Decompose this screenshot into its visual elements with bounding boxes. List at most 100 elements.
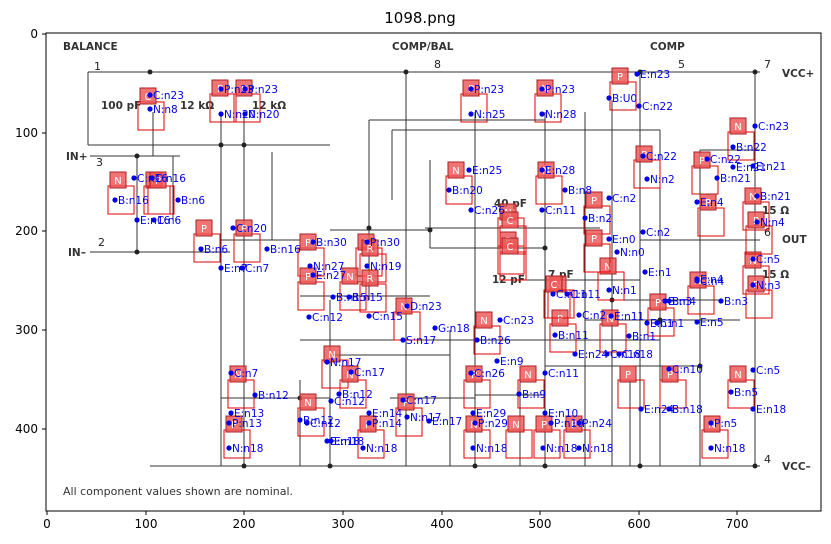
net-label: C:n26	[468, 205, 505, 217]
net-node-dot	[218, 111, 224, 117]
device-type-label: P	[305, 238, 311, 249]
net-node-dot	[642, 269, 648, 275]
net-label: B:n16	[264, 244, 301, 256]
net-node-dot	[576, 445, 582, 451]
net-node-dot	[446, 187, 452, 193]
net-label: P:n29	[472, 418, 508, 430]
net-label: E:n17	[426, 416, 462, 428]
device-overlays: CPPPPNNNPPPPNNPNPPPNNPPPNNNPNNNPNNPNNNPP…	[107, 67, 773, 459]
device-marker: N	[727, 117, 755, 161]
net-label: B:n3	[662, 296, 692, 308]
net-label: G:n18	[432, 323, 470, 335]
net-node-dot	[310, 272, 316, 278]
net-node-dot	[218, 265, 224, 271]
net-label-text: C:n11	[545, 205, 576, 217]
net-label-text: S:n17	[406, 335, 436, 347]
pin-number: 3	[96, 156, 103, 169]
net-label-text: E:n13	[234, 408, 264, 420]
net-node-dot	[539, 86, 545, 92]
net-node-dot	[228, 370, 234, 376]
net-label: B:n3	[718, 296, 748, 308]
net-label: B:n21	[714, 173, 751, 185]
net-label: B:n30	[310, 237, 347, 249]
device-marker: N	[297, 393, 325, 437]
net-label: N:n1	[606, 285, 637, 297]
device-type-label: P	[625, 370, 631, 381]
net-label: B:n12	[252, 390, 289, 402]
net-label: C:n20	[230, 223, 267, 235]
net-node-dot	[666, 366, 672, 372]
device-square	[699, 193, 717, 211]
net-label: B:U0	[606, 93, 637, 105]
device-square	[235, 219, 253, 237]
net-node-dot	[666, 406, 672, 412]
pin-number: 2	[98, 236, 105, 249]
net-node-dot	[404, 303, 410, 309]
net-node-dot	[310, 239, 316, 245]
net-node-dot	[468, 207, 474, 213]
net-label-text: N:n18	[546, 443, 577, 455]
net-label-text: B:n8	[568, 185, 592, 197]
net-label-text: B:n16	[118, 195, 149, 207]
device-square	[501, 211, 519, 229]
net-label: E:n14	[366, 408, 403, 420]
net-node-dot	[242, 86, 248, 92]
net-label-text: C:n5	[756, 365, 780, 377]
net-label-text: E:n14	[372, 408, 403, 420]
net-node-dot	[548, 420, 554, 426]
out-label: OUT	[782, 234, 807, 246]
net-label-text: C:n18	[622, 349, 653, 361]
device-square	[537, 161, 555, 179]
net-node-dot	[608, 313, 614, 319]
device-type-label: C	[145, 92, 152, 103]
net-label-text: B:n5	[734, 387, 758, 399]
device-square	[299, 233, 317, 251]
net-node-dot	[226, 445, 232, 451]
net-label-text: B:n4	[672, 296, 696, 308]
figure-title: 1098.png	[384, 9, 456, 27]
net-label-text: B:n6	[204, 244, 228, 256]
net-label-text: E:n0	[612, 234, 636, 246]
device-square	[361, 269, 379, 287]
net-label-text: D:n23	[410, 301, 442, 313]
net-node-dot	[704, 156, 710, 162]
net-node-dot	[644, 176, 650, 182]
device-type-label: P	[471, 370, 477, 381]
net-node-dot	[264, 246, 270, 252]
net-label-text: N:n28	[545, 109, 576, 121]
device-square	[323, 345, 341, 363]
net-node-dot	[218, 86, 224, 92]
device-square	[693, 151, 711, 169]
net-label-text: N:n18	[476, 443, 507, 455]
pin-number: 1	[94, 60, 101, 73]
net-label-text: N:n8	[153, 104, 178, 116]
net-node-dot	[754, 219, 760, 225]
net-label-text: N:n3	[756, 280, 781, 292]
net-label-text: C:n16	[155, 173, 186, 185]
net-label: N:n18	[708, 443, 745, 455]
net-label-text: P:n5	[714, 418, 737, 430]
net-label-text: C:n11	[570, 289, 601, 301]
net-label-text: P:n24	[582, 418, 612, 430]
net-node-dot	[640, 153, 646, 159]
net-node-dot	[149, 175, 155, 181]
net-node-dot	[730, 144, 736, 150]
device-type-label: N	[734, 122, 741, 133]
net-node-dot	[539, 111, 545, 117]
net-label: E:n24	[572, 349, 609, 361]
net-label: N:n18	[360, 443, 397, 455]
net-node-dot	[468, 370, 474, 376]
net-node-dot	[754, 193, 760, 199]
net-label-text: C:n22	[642, 101, 673, 113]
net-label-text: B:n2	[588, 213, 612, 225]
net-label: B:n15	[346, 292, 383, 304]
net-label-text: C:n23	[758, 121, 789, 133]
device-type-label: N	[734, 370, 741, 381]
device-marker: P	[297, 267, 325, 311]
y-axis: 0 100 200 300 400	[15, 27, 46, 436]
net-node-dot	[694, 276, 700, 282]
net-node-dot	[131, 175, 137, 181]
net-label: E:n27	[310, 270, 346, 282]
device-marker: P	[617, 365, 645, 409]
net-node-dot	[606, 195, 612, 201]
